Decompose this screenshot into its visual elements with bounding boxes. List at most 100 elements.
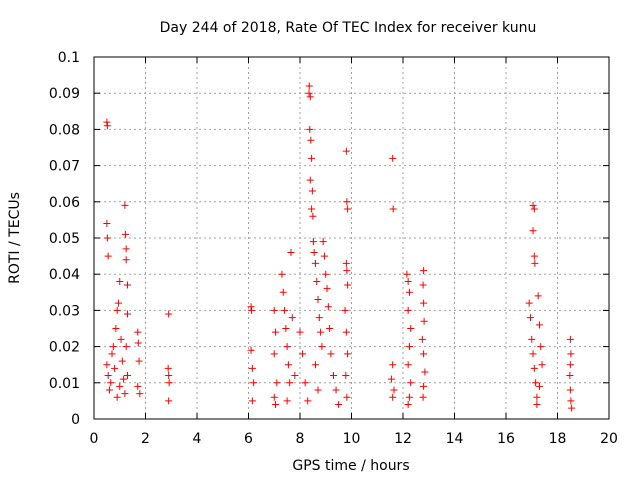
data-point (420, 350, 428, 358)
data-point (136, 390, 144, 398)
data-point (342, 328, 350, 336)
data-point (116, 382, 124, 390)
data-point (121, 201, 129, 209)
data-point (568, 404, 576, 412)
y-tick-labels: 0 0.01 0.02 0.03 0.04 0.05 0.06 0.07 0.08 0.09 0.1 (49, 50, 80, 428)
data-point (270, 306, 278, 314)
data-point (525, 299, 533, 307)
y-tick-label: 0.07 (49, 159, 80, 175)
data-point (113, 306, 121, 314)
data-point (405, 393, 413, 401)
data-point (311, 259, 319, 267)
data-point (301, 379, 309, 387)
data-point (335, 401, 343, 409)
data-point (323, 285, 331, 293)
data-point (420, 299, 428, 307)
x-tick-label: 14 (446, 431, 464, 447)
data-point (389, 154, 397, 162)
data-point (529, 350, 537, 358)
data-point (420, 267, 428, 275)
data-point (318, 343, 326, 351)
data-point (537, 343, 545, 351)
data-point (299, 350, 307, 358)
data-point (319, 238, 327, 246)
data-point (108, 350, 116, 358)
data-point (306, 93, 314, 101)
data-point (332, 386, 340, 394)
y-tick-label: 0.05 (49, 231, 80, 247)
x-tick-label: 2 (141, 431, 150, 447)
data-point (529, 201, 537, 209)
data-point (165, 397, 173, 405)
data-point (116, 277, 124, 285)
data-point (421, 368, 429, 376)
data-point (165, 379, 173, 387)
data-point (134, 328, 142, 336)
data-point (343, 198, 351, 206)
data-point (164, 364, 172, 372)
data-point (313, 277, 321, 285)
data-point (296, 328, 304, 336)
x-axis-label: GPS time / hours (292, 458, 409, 474)
data-point (282, 325, 290, 332)
data-point (247, 346, 255, 354)
data-point (566, 386, 574, 394)
data-point (344, 350, 352, 358)
data-point (404, 277, 412, 285)
data-point (305, 89, 313, 97)
x-tick-label: 6 (244, 431, 253, 447)
data-point (533, 393, 541, 401)
data-point (270, 350, 278, 358)
data-point (284, 361, 292, 369)
x-tick-label: 18 (549, 431, 567, 447)
data-point (317, 328, 325, 336)
data-point (309, 238, 317, 246)
data-point (407, 379, 415, 387)
x-tick-label: 4 (193, 431, 202, 447)
data-point (165, 310, 173, 318)
y-axis-label: ROTI / TECUs (7, 192, 23, 284)
data-point (272, 401, 280, 409)
data-point (404, 361, 412, 369)
data-point (407, 325, 415, 332)
data-point (308, 154, 316, 162)
data-point (283, 343, 291, 351)
data-point (538, 361, 546, 369)
data-point (530, 205, 538, 213)
y-tick-label: 0.01 (49, 376, 80, 392)
data-point (404, 401, 412, 409)
data-point (320, 252, 328, 260)
data-point (530, 364, 538, 372)
data-point (535, 382, 543, 390)
x-tick-label: 0 (90, 431, 99, 447)
data-point (272, 328, 280, 336)
data-point (120, 375, 128, 383)
data-point (306, 125, 314, 133)
x-tick-label: 20 (600, 431, 618, 447)
data-point (134, 339, 142, 347)
data-point (419, 393, 427, 401)
data-point (389, 393, 397, 401)
data-point (103, 234, 111, 242)
data-point (118, 357, 126, 365)
data-point (112, 325, 120, 332)
y-tick-label: 0.06 (49, 195, 80, 211)
y-tick-label: 0 (71, 412, 80, 428)
data-point (387, 375, 395, 383)
data-point (342, 147, 350, 155)
data-point (287, 248, 295, 256)
data-point (329, 372, 337, 380)
data-point (270, 393, 278, 401)
data-point (104, 372, 112, 380)
data-point (283, 397, 291, 405)
data-point (123, 310, 131, 318)
data-point (281, 306, 289, 314)
data-point (314, 386, 322, 394)
grid-layer (94, 57, 609, 419)
data-point (117, 335, 125, 343)
data-point (114, 299, 122, 307)
chart-title: Day 244 of 2018, Rate Of TEC Index for r… (160, 20, 537, 36)
y-tick-label: 0.08 (49, 122, 80, 138)
data-point (105, 386, 113, 394)
y-tick-label: 0.03 (49, 303, 80, 319)
